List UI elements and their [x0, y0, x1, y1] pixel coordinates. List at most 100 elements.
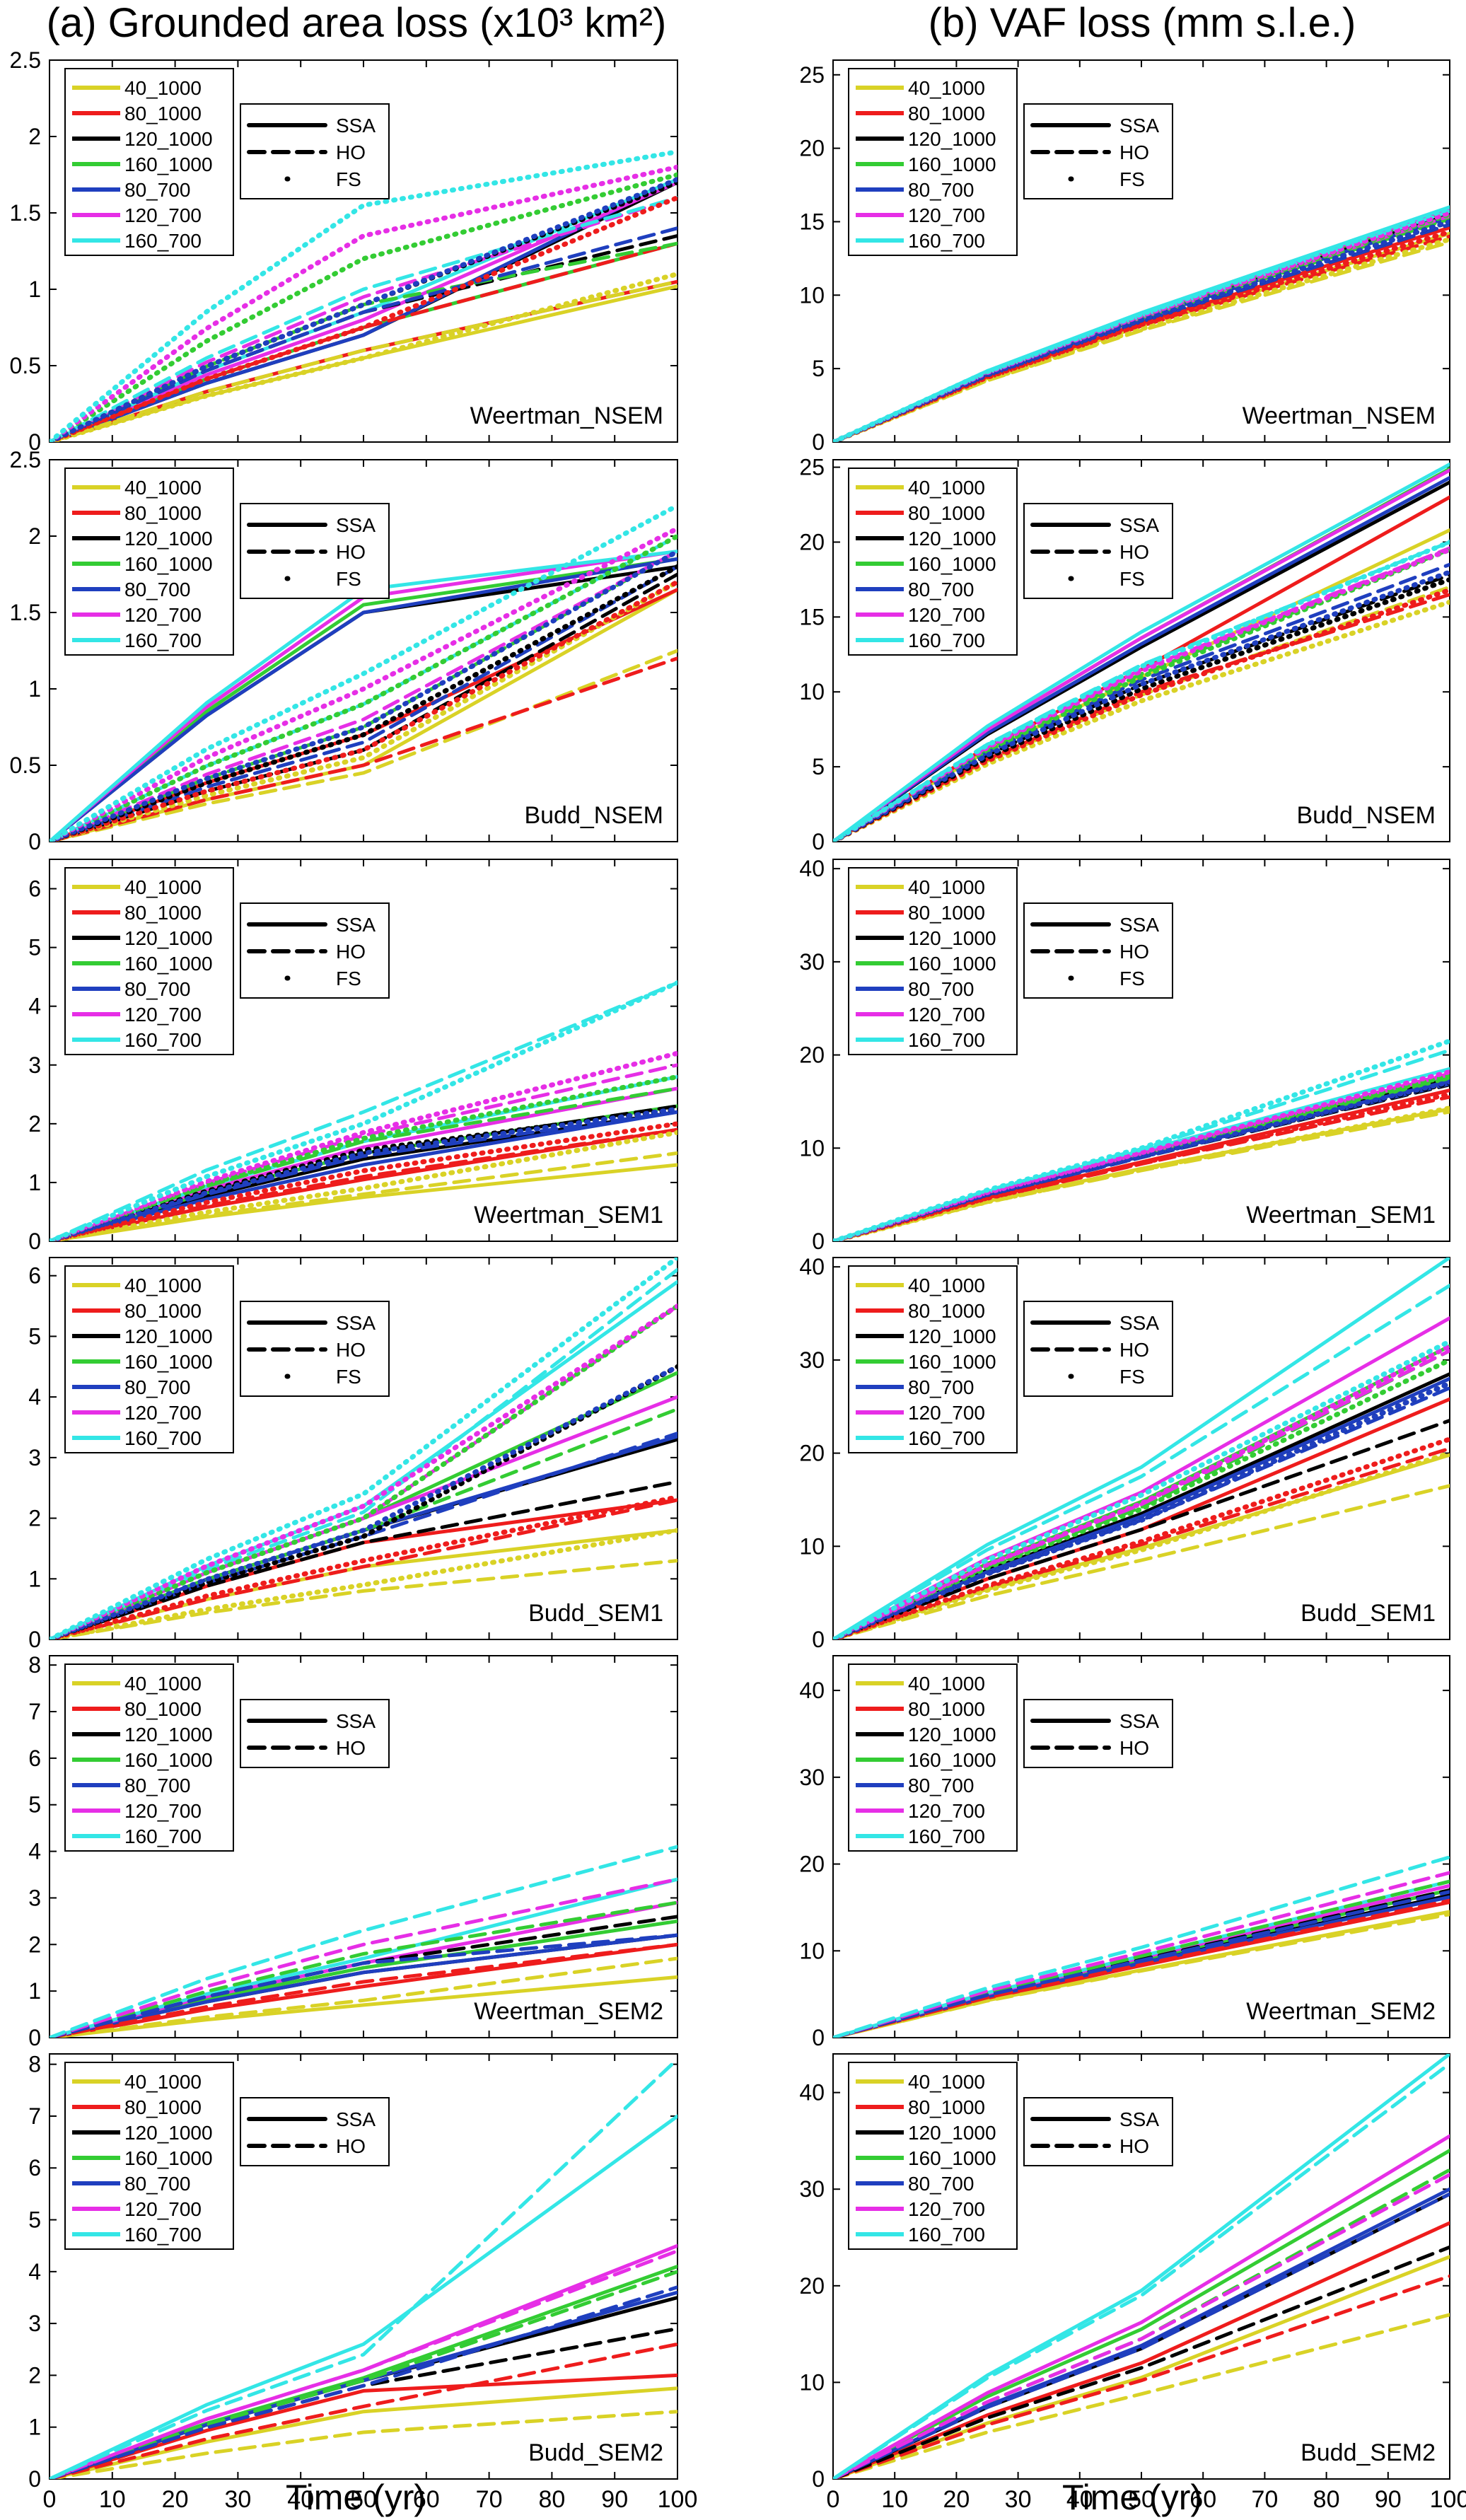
y-tick-label: 2	[28, 1932, 41, 1957]
legend-model-label: HO	[336, 1339, 366, 1361]
series-line-fs-120_700	[50, 1303, 677, 1639]
legend-run-label: 80_700	[908, 179, 974, 201]
series-line-ho-120_700	[833, 2173, 1450, 2479]
y-tick-label: 0.5	[10, 753, 41, 778]
column-b-title: (b) VAF loss (mm s.l.e.)	[929, 0, 1356, 46]
legend-run-label: 40_1000	[124, 2071, 202, 2093]
y-tick-label: 1	[28, 277, 41, 302]
series-group	[50, 2057, 677, 2479]
legend-run-label: 120_1000	[908, 2122, 996, 2144]
legend-run-label: 120_700	[124, 1402, 202, 1424]
y-tick-label: 40	[799, 1678, 825, 1703]
legend-run-label: 80_700	[908, 1775, 974, 1796]
panel-label: Budd_NSEM	[524, 802, 663, 829]
legend-run-label: 160_700	[124, 629, 202, 651]
legend-run-label: 160_1000	[124, 1351, 213, 1373]
y-tick-label: 0	[28, 2025, 41, 2050]
x-tick-label: 90	[601, 2486, 628, 2513]
series-line-ssa-160_700	[833, 1258, 1450, 1639]
y-tick-label: 0	[812, 2466, 825, 2492]
legend-model-label: SSA	[1119, 115, 1159, 137]
x-tick-label: 30	[224, 2486, 251, 2513]
panel-a-budd_nsem: 0 0.5 1 1.5 2 2.5 40_1000 80_1000 120_1000 160_10…	[10, 447, 678, 854]
legend-run-label: 160_700	[908, 2224, 985, 2246]
y-tick-label: 40	[799, 1254, 825, 1279]
y-tick-label: 0	[812, 429, 825, 455]
y-tick-label: 4	[28, 1384, 41, 1410]
legend-run-label: 120_1000	[908, 528, 996, 550]
legend-run-label: 120_1000	[124, 528, 213, 550]
legend-model-label: SSA	[1119, 1710, 1159, 1732]
series-line-ho-160_700	[50, 195, 677, 442]
series-line-fs-160_700	[50, 149, 677, 442]
panel-label: Budd_SEM2	[1301, 2439, 1436, 2466]
x-tick-label: 90	[1375, 2486, 1402, 2513]
series-line-fs-160_700	[50, 1258, 677, 1639]
x-tick-label: 80	[1313, 2486, 1340, 2513]
legend-run-label: 40_1000	[124, 477, 202, 499]
legend-run-label: 160_1000	[124, 553, 213, 575]
panel-label: Weertman_SEM1	[1246, 1202, 1436, 1229]
legend-run-label: 80_700	[124, 2173, 190, 2195]
panel-label: Weertman_SEM1	[474, 1202, 663, 1229]
x-tick-label: 10	[881, 2486, 908, 2513]
legend-run-label: 80_1000	[124, 1698, 202, 1720]
y-tick-label: 25	[799, 62, 825, 88]
series-line-fs-40_1000	[833, 1105, 1450, 1241]
series-line-ho-120_1000	[833, 2245, 1450, 2479]
series-line-fs-160_700	[833, 540, 1450, 842]
x-tick-label: 40	[287, 2486, 314, 2513]
legend-run-label: 120_700	[908, 204, 985, 226]
series-line-ssa-160_1000	[833, 2149, 1450, 2479]
series-line-ho-160_700	[833, 1855, 1450, 2038]
series-line-ho-80_700	[50, 1933, 677, 2038]
y-tick-label: 3	[28, 1445, 41, 1470]
series-line-ssa-80_700	[833, 475, 1450, 842]
legend-run-label: 160_1000	[908, 953, 996, 975]
panel-label: Budd_SEM2	[528, 2439, 663, 2466]
series-line-ho-160_700	[50, 1845, 677, 2038]
legend-run-label: 80_1000	[124, 1300, 202, 1322]
y-tick-label: 1	[28, 676, 41, 702]
panel-b-weertman_sem1: 0 10 20 30 40 40_1000 80_1000 120_1000 160_1000 8…	[799, 856, 1450, 1254]
x-axis-label-a: Time (yr)	[286, 2478, 426, 2517]
legend-model-label: HO	[336, 941, 366, 963]
y-tick-label: 7	[28, 1699, 41, 1724]
legend-model-label: FS	[336, 568, 361, 590]
series-line-ssa-160_700	[50, 2114, 677, 2479]
column-a-title: (a) Grounded area loss (x10³ km²)	[47, 0, 667, 46]
y-tick-label: 25	[799, 455, 825, 480]
legend-run-label: 40_1000	[124, 77, 202, 99]
legend-run-label: 160_700	[124, 1029, 202, 1051]
panels: 0 0.5 1 1.5 2 2.5 40_1000 80_1000 120_1000 160_10…	[10, 47, 1466, 2513]
panel-label: Weertman_NSEM	[470, 402, 663, 429]
legend-run-label: 160_1000	[908, 1749, 996, 1771]
legend-run-label: 160_700	[124, 230, 202, 252]
legend-run-label: 80_700	[908, 1376, 974, 1398]
y-tick-label: 4	[28, 994, 41, 1019]
x-tick-label: 100	[658, 2486, 698, 2513]
y-tick-label: 0	[28, 1229, 41, 1254]
series-line-ho-120_700	[50, 195, 677, 442]
series-line-ho-80_1000	[833, 593, 1450, 842]
y-tick-label: 15	[799, 604, 825, 629]
x-tick-label: 30	[1005, 2486, 1032, 2513]
x-tick-label: 20	[162, 2486, 189, 2513]
x-tick-label: 40	[1066, 2486, 1093, 2513]
legend-run-label: 40_1000	[908, 477, 985, 499]
legend-run-label: 160_1000	[124, 2147, 213, 2169]
y-tick-label: 5	[28, 1323, 41, 1349]
legend-model-label: HO	[1119, 141, 1149, 163]
series-group	[50, 1845, 677, 2038]
x-tick-label: 20	[943, 2486, 970, 2513]
y-tick-label: 3	[28, 2311, 41, 2336]
legend-run-label: 120_1000	[124, 2122, 213, 2144]
y-tick-label: 30	[799, 1347, 825, 1373]
series-group	[833, 1258, 1450, 1639]
y-tick-label: 2	[28, 1111, 41, 1137]
series-line-fs-40_1000	[833, 1451, 1450, 1639]
series-line-fs-80_1000	[50, 1494, 677, 1639]
series-line-fs-80_700	[50, 1364, 677, 1639]
series-line-ho-80_1000	[50, 2342, 677, 2479]
panel-label: Weertman_NSEM	[1243, 402, 1436, 429]
